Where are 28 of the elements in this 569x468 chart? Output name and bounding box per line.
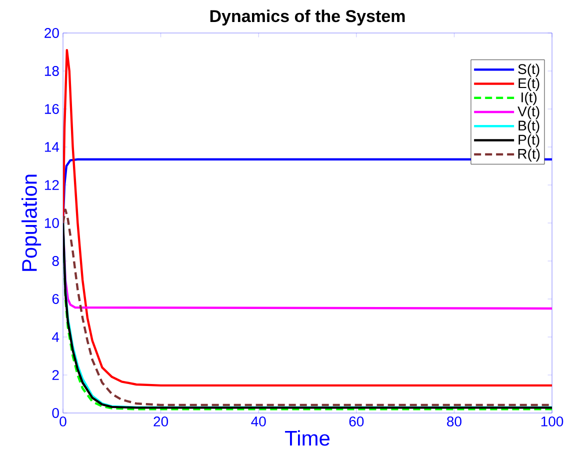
y-tick-label: 4 (52, 332, 60, 342)
x-tick-label: 0 (60, 416, 66, 426)
y-tick-label: 16 (44, 104, 59, 114)
y-tick-label: 20 (44, 28, 59, 38)
legend-label: B(t) (518, 120, 540, 134)
chart-title: Dynamics of the System (210, 10, 405, 26)
x-tick-label: 20 (154, 416, 168, 426)
x-tick-label: 80 (447, 416, 462, 426)
legend-label: I(t) (522, 92, 537, 106)
y-tick-label: 18 (44, 66, 59, 76)
y-tick-label: 12 (44, 180, 59, 190)
x-tick-label: 100 (541, 416, 564, 426)
y-tick-label: 2 (52, 370, 59, 380)
y-axis-title: Population (21, 174, 42, 271)
legend-label: R(t) (518, 148, 540, 162)
x-tick-label: 40 (251, 416, 266, 426)
y-tick-label: 14 (44, 142, 60, 152)
y-tick-label: 0 (52, 408, 59, 418)
x-axis-title: Time (285, 430, 330, 446)
legend-label: V(t) (518, 106, 540, 120)
legend-label: P(t) (518, 134, 540, 148)
y-tick-label: 6 (52, 294, 59, 304)
y-tick-label: 10 (44, 218, 59, 228)
y-tick-label: 8 (52, 256, 59, 266)
legend-label: S(t) (518, 64, 540, 77)
line-series (63, 48, 552, 387)
legend-label: E(t) (518, 78, 540, 91)
x-tick-label: 60 (349, 416, 364, 426)
